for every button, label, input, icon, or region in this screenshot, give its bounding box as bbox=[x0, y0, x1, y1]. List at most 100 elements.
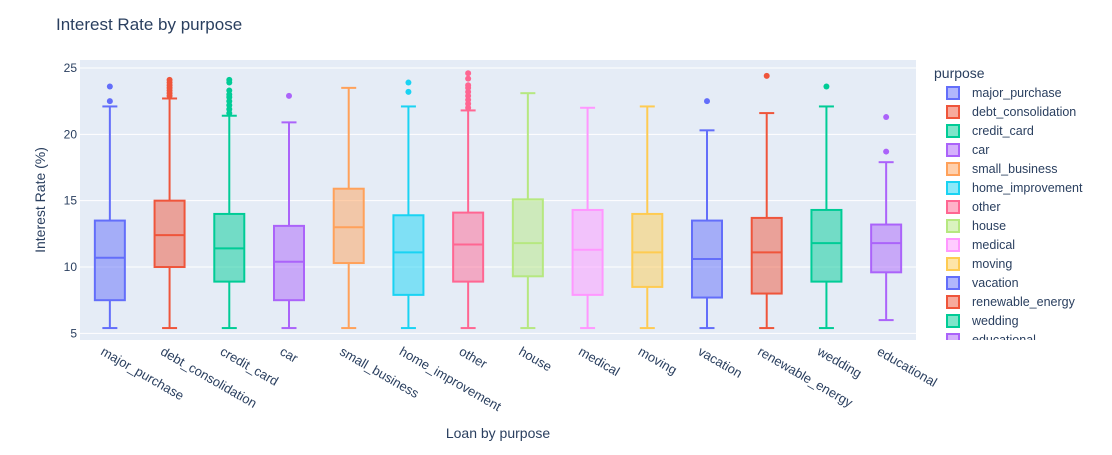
legend-title: purpose bbox=[934, 65, 985, 81]
legend-item-credit-card[interactable]: credit_card bbox=[946, 124, 1034, 138]
x-tick-label: home_improvement bbox=[397, 344, 504, 415]
box-major-purchase[interactable] bbox=[93, 83, 126, 330]
box-credit-card[interactable] bbox=[213, 76, 246, 330]
legend-swatch bbox=[946, 181, 960, 195]
legend-item-home-improvement[interactable]: home_improvement bbox=[946, 181, 1083, 195]
legend-swatch bbox=[946, 219, 960, 233]
outlier-point bbox=[465, 82, 472, 89]
box-wedding[interactable] bbox=[810, 83, 843, 330]
box-debt-consolidation[interactable] bbox=[153, 76, 186, 330]
x-tick-label: moving bbox=[636, 344, 680, 378]
outlier-point bbox=[286, 92, 292, 99]
legend-swatch bbox=[946, 124, 960, 138]
legend-label: medical bbox=[972, 238, 1015, 252]
legend-label: major_purchase bbox=[972, 86, 1062, 100]
outlier-point bbox=[226, 87, 233, 94]
x-tick-label: educational bbox=[875, 344, 940, 390]
legend-label: car bbox=[972, 143, 989, 157]
outlier-point bbox=[704, 98, 710, 105]
x-tick-label: wedding bbox=[814, 343, 864, 381]
box-other[interactable] bbox=[452, 70, 485, 330]
box-moving[interactable] bbox=[631, 105, 664, 330]
outlier-point bbox=[883, 148, 890, 155]
box-small-business[interactable] bbox=[332, 86, 365, 330]
legend-label: moving bbox=[972, 257, 1012, 271]
iqr-box bbox=[392, 214, 425, 296]
box-educational[interactable] bbox=[870, 114, 903, 322]
legend-item-debt-consolidation[interactable]: debt_consolidation bbox=[946, 105, 1076, 119]
legend-swatch bbox=[946, 314, 960, 328]
legend-item-educational[interactable]: educational bbox=[946, 333, 1036, 347]
iqr-box bbox=[153, 199, 186, 269]
legend-swatch bbox=[946, 105, 960, 119]
y-tick-label: 15 bbox=[64, 194, 78, 208]
legend-label: renewable_energy bbox=[972, 295, 1076, 309]
legend-item-renewable-energy[interactable]: renewable_energy bbox=[946, 295, 1076, 309]
box-renewable-energy[interactable] bbox=[750, 72, 783, 330]
legend-item-other[interactable]: other bbox=[946, 200, 1001, 214]
box-car[interactable] bbox=[273, 92, 305, 330]
outlier-point bbox=[465, 70, 472, 77]
legend-swatch bbox=[946, 295, 960, 309]
iqr-box bbox=[810, 208, 843, 283]
box-vacation[interactable] bbox=[691, 98, 723, 330]
legend-item-small-business[interactable]: small_business bbox=[946, 162, 1057, 176]
box-series-layer[interactable] bbox=[93, 70, 903, 330]
legend-swatch bbox=[946, 143, 960, 157]
iqr-box bbox=[511, 198, 544, 278]
legend-item-house[interactable]: house bbox=[946, 219, 1006, 233]
x-tick-label: vacation bbox=[696, 344, 745, 381]
x-tick-label: house bbox=[516, 344, 554, 375]
legend-item-medical[interactable]: medical bbox=[946, 238, 1015, 252]
iqr-box bbox=[452, 211, 485, 283]
iqr-box bbox=[571, 208, 604, 296]
x-axis-ticks: major_purchasedebt_consolidationcredit_c… bbox=[98, 343, 939, 414]
legend-swatch bbox=[946, 257, 960, 271]
legend-item-major-purchase[interactable]: major_purchase bbox=[946, 86, 1062, 100]
legend-swatch bbox=[946, 333, 960, 340]
x-tick-label: other bbox=[457, 344, 491, 372]
box-medical[interactable] bbox=[571, 106, 604, 330]
outlier-point bbox=[465, 75, 472, 82]
iqr-box bbox=[273, 224, 305, 302]
legend-item-vacation[interactable]: vacation bbox=[946, 276, 1019, 290]
legend[interactable]: major_purchase debt_consolidation credit_c… bbox=[946, 86, 1083, 347]
iqr-box bbox=[332, 187, 365, 265]
outlier-point bbox=[405, 79, 412, 86]
x-tick-label: car bbox=[278, 344, 302, 366]
legend-label: educational bbox=[972, 333, 1036, 347]
iqr-box bbox=[750, 216, 783, 295]
y-tick-label: 25 bbox=[64, 61, 78, 75]
legend-label: home_improvement bbox=[972, 181, 1083, 195]
plot-area-background bbox=[80, 60, 916, 340]
outlier-point bbox=[166, 76, 173, 83]
legend-item-car[interactable]: car bbox=[946, 143, 989, 157]
legend-label: wedding bbox=[971, 314, 1019, 328]
outlier-point bbox=[405, 88, 412, 95]
legend-label: house bbox=[972, 219, 1006, 233]
legend-swatch bbox=[946, 162, 960, 176]
legend-item-moving[interactable]: moving bbox=[946, 257, 1012, 271]
legend-item-wedding[interactable]: wedding bbox=[946, 314, 1019, 328]
y-axis-title: Interest Rate (%) bbox=[32, 147, 48, 253]
outlier-point bbox=[226, 76, 233, 83]
box-house[interactable] bbox=[511, 92, 544, 330]
legend-label: other bbox=[972, 200, 1001, 214]
iqr-box bbox=[93, 219, 126, 302]
legend-label: vacation bbox=[972, 276, 1019, 290]
y-tick-label: 20 bbox=[64, 127, 78, 141]
chart-title: Interest Rate by purpose bbox=[56, 15, 242, 34]
outlier-point bbox=[883, 114, 890, 121]
legend-label: debt_consolidation bbox=[972, 105, 1076, 119]
outlier-point bbox=[763, 72, 770, 79]
legend-swatch bbox=[946, 276, 960, 290]
x-tick-label: medical bbox=[576, 344, 622, 379]
legend-label: small_business bbox=[972, 162, 1057, 176]
legend-swatch bbox=[946, 238, 960, 252]
y-axis-ticks: 5 10 15 20 25 bbox=[64, 61, 78, 340]
y-tick-label: 5 bbox=[70, 326, 77, 340]
legend-label: credit_card bbox=[972, 124, 1034, 138]
box-home-improvement[interactable] bbox=[392, 79, 425, 330]
